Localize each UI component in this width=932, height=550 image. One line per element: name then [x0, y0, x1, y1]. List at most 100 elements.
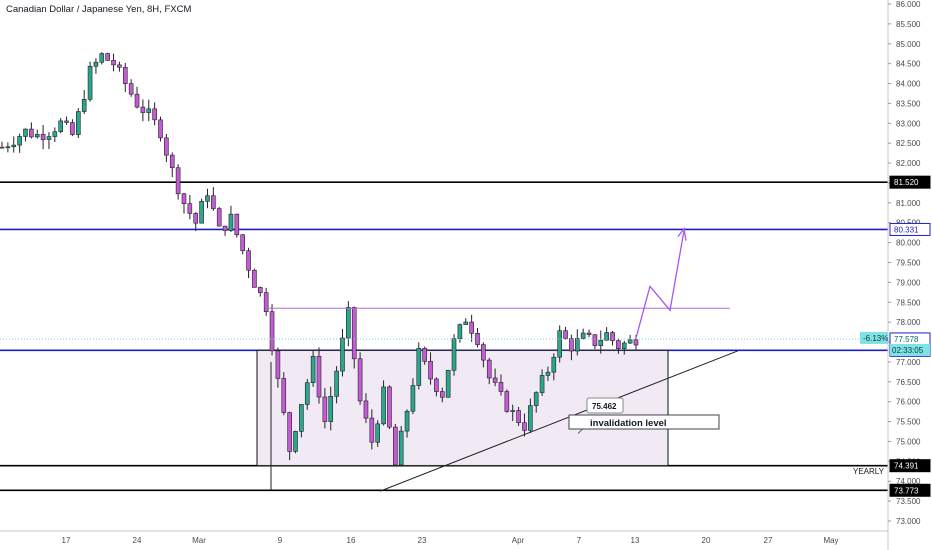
candle-body: [140, 106, 146, 113]
candle-body: [228, 213, 234, 231]
candle-body: [281, 378, 287, 413]
candle-body: [445, 369, 451, 398]
candle-body: [616, 340, 621, 349]
candle-body: [604, 332, 609, 341]
x-tick-label: 7: [577, 536, 582, 545]
level-badge: 80.331: [894, 225, 919, 234]
candle-body: [76, 111, 81, 135]
level-badge: 81.520: [894, 178, 919, 187]
candle-body: [375, 423, 381, 443]
projection-arrowhead: [677, 227, 687, 241]
candle-body: [87, 65, 93, 100]
y-tick-label: 84.000: [896, 80, 921, 89]
candle-body: [393, 426, 398, 466]
y-tick-label: 73.500: [896, 497, 921, 506]
candle-body: [257, 287, 263, 293]
invalidation-label: invalidation level: [590, 418, 667, 429]
candle-body: [117, 64, 122, 68]
candle-body: [205, 195, 210, 202]
candle-body: [563, 330, 568, 339]
y-tick-label: 80.000: [896, 239, 921, 248]
x-tick-label: 23: [418, 536, 427, 545]
change-badge: -6.13%: [863, 334, 888, 343]
candle-body: [545, 371, 551, 376]
y-tick-label: 79.500: [896, 259, 921, 268]
y-tick-label: 83.500: [896, 99, 921, 108]
x-tick-label: 24: [133, 536, 142, 545]
candle-body: [580, 332, 586, 339]
candle-body: [486, 359, 492, 379]
candle-body: [633, 339, 639, 346]
candle-body: [351, 307, 357, 360]
projection-path: [635, 230, 685, 339]
candle-body: [46, 136, 52, 140]
y-tick-label: 83.000: [896, 119, 921, 128]
candle-body: [510, 410, 516, 412]
candle-body: [93, 61, 99, 67]
candle-body: [187, 203, 193, 214]
candle-body: [551, 356, 557, 373]
candle-body: [398, 430, 404, 466]
y-tick-label: 78.500: [896, 298, 921, 307]
price-callout-box: [586, 397, 624, 414]
candle-body: [522, 422, 527, 431]
price-badges: 81.52080.33177.29274.39173.773-6.13%77.5…: [860, 175, 931, 497]
candle-body: [5, 146, 11, 149]
candle-body: [457, 324, 463, 339]
candle-body: [29, 128, 34, 138]
y-tick-label: 76.500: [896, 378, 921, 387]
time-axis: 17 24 Mar 9 16 23 Apr 7 13 20 27 May: [0, 530, 888, 545]
candle-body: [533, 392, 539, 406]
y-tick-label: 85.500: [896, 20, 921, 29]
candle-body: [334, 370, 339, 397]
candle-body: [357, 358, 363, 402]
level-badge-bg: [889, 175, 931, 189]
x-tick-label: Apr: [512, 536, 525, 545]
candle-body: [434, 378, 439, 392]
candle-body: [316, 355, 322, 398]
x-tick-label: May: [823, 536, 838, 545]
countdown-badge-bg: [890, 343, 930, 356]
candle-body: [428, 361, 433, 380]
candle-body: [328, 396, 334, 422]
change-badge-bg: [860, 331, 888, 344]
candle-body: [574, 338, 580, 352]
candle-body: [11, 144, 17, 148]
price-callout-text: 75.462: [592, 402, 617, 411]
y-tick-label: 75.500: [896, 418, 921, 427]
candle-body: [134, 93, 140, 108]
y-tick-label: 77.000: [896, 358, 921, 367]
candle-body: [498, 382, 504, 392]
rising-trendline: [379, 350, 739, 492]
candle-body: [211, 195, 216, 209]
candle-body: [363, 400, 369, 419]
candle-body: [246, 250, 251, 271]
level-badge-bg: [889, 459, 931, 473]
candle-body: [52, 131, 58, 137]
x-tick-label: 9: [278, 536, 283, 545]
candle-body: [410, 385, 416, 412]
candle-body: [610, 332, 615, 341]
candle-body: [175, 167, 181, 195]
candle-body: [627, 339, 633, 344]
y-tick-label: 75.000: [896, 437, 921, 446]
candle-body: [304, 382, 310, 405]
y-tick-label: 82.000: [896, 159, 921, 168]
x-tick-label: Mar: [192, 536, 206, 545]
y-tick-label: 73.000: [896, 517, 921, 526]
candle-body: [199, 201, 204, 224]
candle-body: [322, 396, 328, 422]
candle-body: [528, 405, 533, 431]
candle-body: [463, 321, 469, 325]
candle-body: [310, 355, 316, 383]
candle-body: [586, 332, 592, 335]
y-tick-label: 76.000: [896, 398, 921, 407]
candle-body: [451, 338, 457, 371]
candle-body: [181, 193, 187, 204]
y-tick-label: 86.000: [896, 0, 921, 9]
chart-title: Canadian Dollar / Japanese Yen, 8H, FXCM: [6, 4, 192, 15]
candle-body: [193, 213, 199, 224]
candle-body: [234, 213, 240, 236]
candle-body: [422, 348, 427, 362]
